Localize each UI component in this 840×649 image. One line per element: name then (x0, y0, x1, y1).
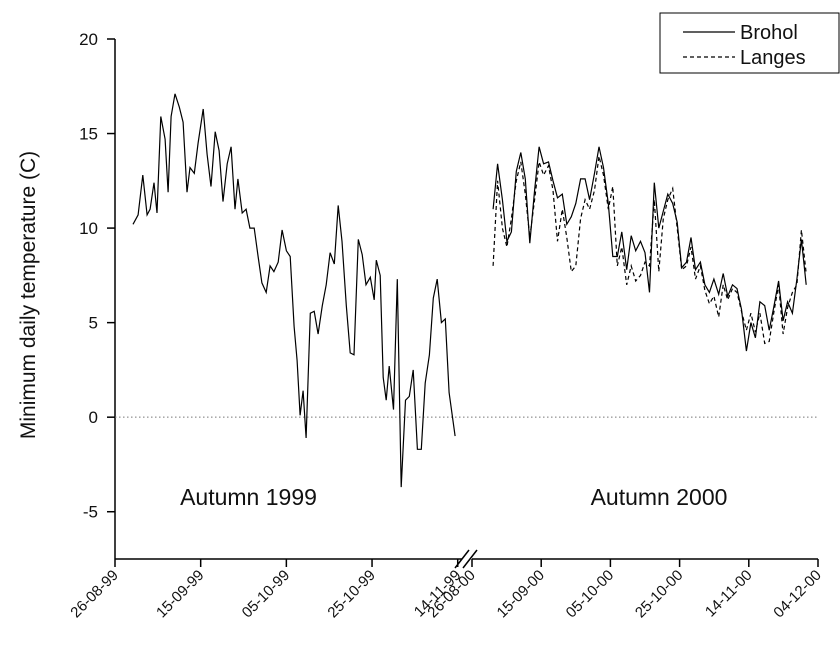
x-tick-label: 15-09-00 (494, 567, 548, 621)
x-tick-label: 04-12-00 (770, 567, 824, 621)
x-tick-label: 25-10-00 (632, 567, 686, 621)
legend-box (659, 12, 840, 74)
y-tick-label: 20 (79, 30, 98, 49)
series-line (492, 156, 807, 345)
y-tick-label: 0 (89, 408, 98, 427)
y-tick-label: 5 (89, 314, 98, 333)
annotation: Autumn 1999 (180, 484, 317, 510)
y-tick-label: 10 (79, 219, 98, 238)
axis-break (462, 549, 478, 569)
x-tick-label: 14-11-00 (702, 567, 756, 621)
y-axis-label: Minimum daily temperature (C) (17, 151, 40, 439)
legend-label: Brohol (740, 22, 798, 44)
annotation: Autumn 2000 (591, 484, 728, 510)
x-tick-label: 25-10-99 (324, 567, 378, 621)
legend-label: Langes (740, 47, 806, 69)
y-tick-label: 15 (79, 125, 98, 144)
axis-break (454, 549, 470, 569)
x-tick-label: 05-10-00 (563, 567, 617, 621)
y-tick-label: -5 (83, 503, 98, 522)
series-line (492, 146, 807, 352)
x-tick-label: 26-08-99 (67, 567, 121, 621)
x-tick-label: 05-10-99 (239, 567, 293, 621)
x-tick-label: 15-09-99 (153, 567, 207, 621)
series-line (132, 93, 456, 488)
